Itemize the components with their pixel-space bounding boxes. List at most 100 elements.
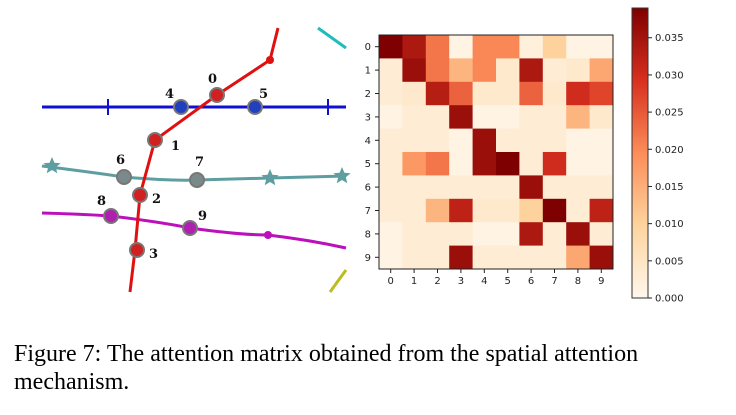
heatmap-cell [566,35,590,59]
heatmap-cell [472,105,497,129]
heatmap-cell [379,105,403,129]
heatmap-cell [449,58,473,83]
colorbar-tick-label: 0.030 [655,70,684,81]
sensor-node-3 [129,242,145,258]
heatmap-cell [519,35,544,59]
heatmap-cell [472,245,497,270]
y-tick-label: 0 [365,42,371,53]
y-tick-label: 3 [365,112,371,123]
node-label-6: 6 [116,153,125,168]
y-tick-label: 6 [365,183,371,194]
heatmap-cell [379,198,403,223]
colorbar-tick-label: 0.005 [655,256,684,267]
heatmap-cell [496,128,520,153]
heatmap-cell [425,128,450,153]
x-tick-label: 9 [598,276,604,287]
heatmap-cell [519,58,544,83]
heatmap-cell [425,222,450,246]
heatmap-cell [519,81,544,106]
heatmap-x-ticks: 0 1 2 3 4 5 6 7 8 9 [388,269,604,287]
heatmap-cell [449,245,473,270]
heatmap-cell [496,58,520,83]
node-label-1: 1 [171,139,180,154]
heatmap-cell [402,175,427,200]
heatmap-cell [472,58,497,83]
colorbar-tick-label: 0.020 [655,145,684,156]
sensor-node-5 [247,99,263,115]
heatmap-cell [566,128,590,153]
heatmap-cell [425,35,450,59]
x-tick-label: 6 [528,276,534,287]
teal-star-marker [261,169,279,186]
heatmap-cell [589,245,614,270]
heatmap-cell [542,128,567,153]
heatmap-cell [496,245,520,270]
sensor-node-2 [132,187,148,203]
colorbar-tick-label: 0.035 [655,33,684,44]
heatmap-cell [542,35,567,59]
heatmap-cell [542,152,567,176]
heatmap-cell [566,105,590,129]
heatmap-cell [402,35,427,59]
heatmap-cell [402,81,427,106]
colorbar-tick-label: 0.010 [655,219,684,230]
x-tick-label: 5 [505,276,511,287]
x-tick-label: 7 [551,276,557,287]
y-tick-label: 2 [365,89,371,100]
heatmap-y-ticks: 0 1 2 3 4 5 6 7 8 9 [365,42,379,264]
heatmap-cell [379,152,403,176]
heatmap-cell [496,105,520,129]
road-graph-panel: 0 1 2 3 4 5 6 7 8 9 [41,26,351,293]
heatmap-cell [542,175,567,200]
heatmap-cell [566,58,590,83]
x-tick-label: 3 [458,276,464,287]
heatmap-cell [425,175,450,200]
node-label-0: 0 [208,72,217,87]
heatmap-cell [589,222,614,246]
heatmap-cell [566,245,590,270]
y-tick-label: 4 [365,136,371,147]
heatmap-cell [496,81,520,106]
heatmap-cell [566,175,590,200]
heatmap-cell [449,175,473,200]
purple-road-point [264,231,272,239]
heatmap-cell [519,175,544,200]
cyan-road [317,26,347,50]
sensor-node-1 [147,132,163,148]
heatmap-cell [379,222,403,246]
heatmap-cell [449,128,473,153]
heatmap-cell [449,105,473,129]
y-tick-label: 8 [365,229,371,240]
heatmap-frame [378,34,614,270]
heatmap-cell [519,105,544,129]
colorbar-tick-label: 0.025 [655,108,684,119]
heatmap-cell [472,152,497,176]
heatmap-cell [589,152,614,176]
red-road-point [266,56,274,64]
sensor-node-6 [116,169,132,185]
heatmap-cell [425,105,450,129]
heatmap-cell [472,175,497,200]
heatmap-cell [472,81,497,106]
heatmap-cell [379,128,403,153]
heatmap-cell [379,58,403,83]
x-tick-label: 0 [388,276,394,287]
heatmap-cell [566,152,590,176]
heatmap-cell [519,222,544,246]
heatmap-cell [449,35,473,59]
heatmap-cell [519,128,544,153]
heatmap-cell [519,245,544,270]
heatmap-cell [379,35,403,59]
sensor-node-9 [182,220,198,236]
heatmap-cell [402,128,427,153]
node-label-7: 7 [195,155,204,170]
heatmap-cell [566,222,590,246]
sensor-node-0 [209,87,225,103]
heatmap-cell [425,58,450,83]
heatmap-cell [379,175,403,200]
heatmap-cell [496,152,520,176]
x-tick-label: 4 [481,276,487,287]
x-tick-label: 1 [411,276,417,287]
colorbar-ticks: 0.000 0.005 0.010 0.015 0.020 0.025 0.030 0.035 [648,33,684,305]
y-tick-label: 9 [365,253,371,264]
